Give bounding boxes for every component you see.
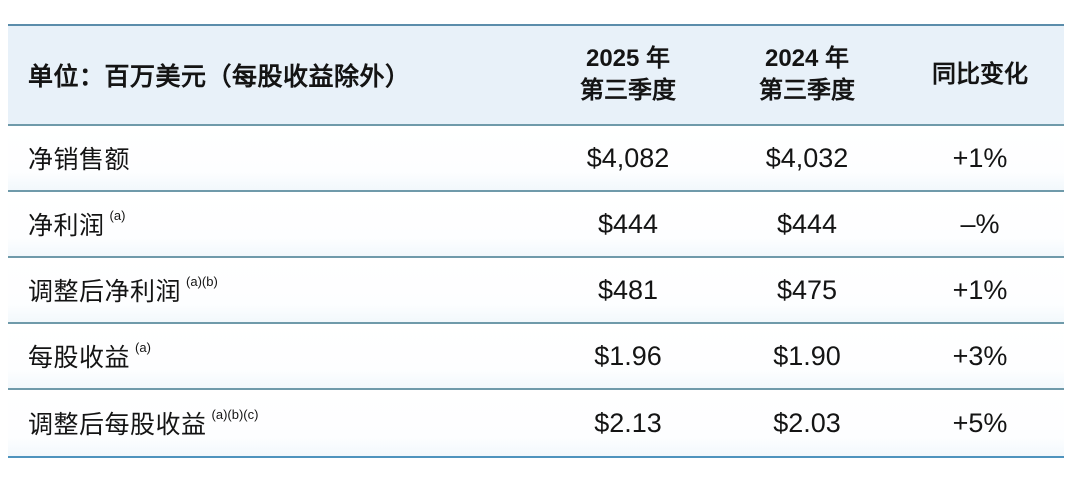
table-header-row: 单位：百万美元（每股收益除外） 2025 年 第三季度 2024 年 第三季度 … xyxy=(8,26,1064,126)
value-q3-2025: $2.13 xyxy=(594,407,662,438)
value-q3-2024: $444 xyxy=(776,208,838,239)
value-q3-2024: $1.90 xyxy=(773,340,841,371)
column-header-q3-2025-line2: 第三季度 xyxy=(580,77,676,104)
value-q3-2025: $444 xyxy=(597,208,659,239)
column-header-yoy-line1: 同比变化 xyxy=(932,61,1028,88)
value-q3-2024: $475 xyxy=(776,274,838,305)
row-label-text: 净利润 xyxy=(28,212,105,240)
footnote-marker: (a)(b) xyxy=(186,273,218,289)
column-header-yoy-change: 同比变化 xyxy=(896,26,1064,124)
value-yoy-change: +1% xyxy=(952,274,1008,305)
value-q3-2025: $481 xyxy=(597,274,659,305)
footnote-marker: (a)(b)(c) xyxy=(211,406,259,422)
financial-results-table: 单位：百万美元（每股收益除外） 2025 年 第三季度 2024 年 第三季度 … xyxy=(8,24,1064,458)
value-yoy-change: +1% xyxy=(952,142,1008,173)
row-label-text: 每股收益 xyxy=(28,344,131,372)
row-label: 净销售额 xyxy=(8,126,538,190)
column-header-q3-2025-line1: 2025 年 xyxy=(585,45,671,72)
column-header-q3-2024-line1: 2024 年 xyxy=(764,45,850,72)
row-label: 调整后净利润 (a)(b) xyxy=(8,258,538,322)
footnote-marker: (a) xyxy=(135,339,151,355)
row-label-text: 净销售额 xyxy=(28,146,131,174)
value-yoy-change: –% xyxy=(960,208,1000,239)
row-label: 调整后每股收益 (a)(b)(c) xyxy=(8,390,538,456)
table-row-adjusted-net-income: 调整后净利润 (a)(b) $481 $475 +1% xyxy=(8,258,1064,324)
value-yoy-change: +5% xyxy=(952,407,1008,438)
footnote-marker: (a) xyxy=(109,207,126,223)
table-row-adjusted-eps: 调整后每股收益 (a)(b)(c) $2.13 $2.03 +5% xyxy=(8,390,1064,456)
table-row-net-income: 净利润 (a) $444 $444 –% xyxy=(8,192,1064,258)
value-yoy-change: +3% xyxy=(952,340,1008,371)
row-label-text: 调整后每股收益 xyxy=(28,411,207,439)
table-row-net-sales: 净销售额 $4,082 $4,032 +1% xyxy=(8,126,1064,192)
value-q3-2025: $4,082 xyxy=(586,142,670,173)
value-q3-2024: $2.03 xyxy=(773,407,841,438)
table-row-eps: 每股收益 (a) $1.96 $1.90 +3% xyxy=(8,324,1064,390)
column-header-q3-2024-line2: 第三季度 xyxy=(759,77,855,104)
row-label: 每股收益 (a) xyxy=(8,324,538,388)
column-header-q3-2025: 2025 年 第三季度 xyxy=(538,26,718,124)
row-label: 净利润 (a) xyxy=(8,192,538,256)
value-q3-2025: $1.96 xyxy=(594,340,662,371)
value-q3-2024: $4,032 xyxy=(765,142,849,173)
unit-label: 单位：百万美元（每股收益除外） xyxy=(28,63,411,91)
column-header-q3-2024: 2024 年 第三季度 xyxy=(718,26,896,124)
row-label-text: 调整后净利润 xyxy=(28,278,182,306)
